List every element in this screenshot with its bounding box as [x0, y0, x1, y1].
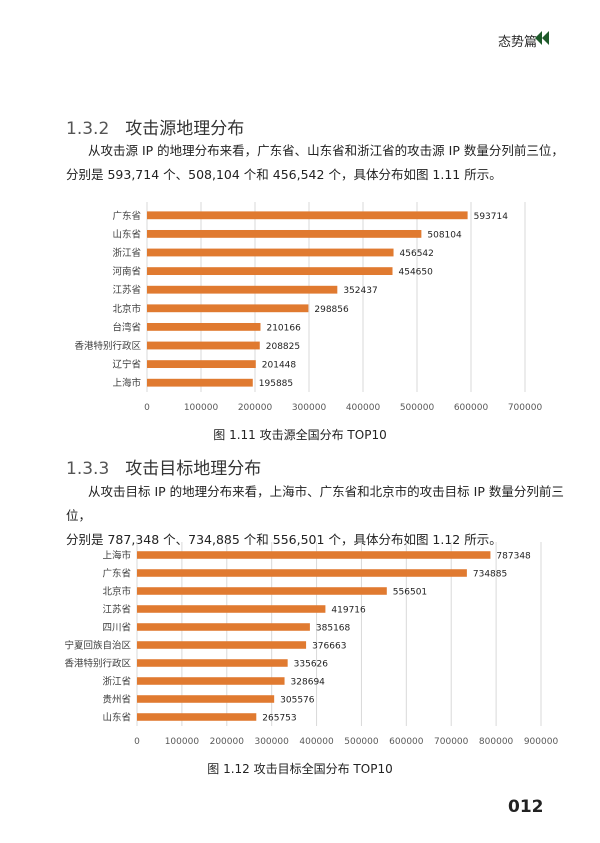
- data-label: 352437: [343, 286, 377, 296]
- x-tick-label: 200000: [210, 737, 245, 747]
- data-label: 508104: [427, 230, 462, 240]
- section-paragraph: 从攻击目标 IP 的地理分布来看，上海市、广东省和北京市的攻击目标 IP 数量分…: [66, 480, 566, 552]
- x-tick-label: 400000: [299, 737, 334, 747]
- x-tick-label: 800000: [479, 737, 514, 747]
- bar: [137, 695, 275, 703]
- x-tick-label: 700000: [434, 737, 469, 747]
- bar: [137, 641, 307, 649]
- bar-chart: 0 100000 200000 300000 400000 500000 600000 700…: [74, 202, 543, 413]
- data-label: 376663: [312, 642, 346, 652]
- section-heading-1: 1.3.2 攻击源地理分布: [66, 114, 244, 139]
- data-label: 208825: [266, 342, 300, 352]
- paragraph-line: 从攻击源 IP 的地理分布来看，广东省、山东省和浙江省的攻击源 IP 数量分列前…: [88, 143, 564, 158]
- bar: [147, 360, 256, 369]
- x-tick-label: 500000: [344, 737, 379, 747]
- bar: [137, 605, 326, 613]
- section-number: 1.3.2: [66, 119, 110, 139]
- double-chevron-left-icon: [534, 30, 550, 50]
- bar: [137, 659, 288, 667]
- category-label: 宁夏回族自治区: [64, 640, 131, 652]
- data-label: 265753: [262, 714, 296, 724]
- category-label: 河南省: [112, 266, 141, 278]
- category-label: 上海市: [112, 377, 141, 389]
- section-paragraph: 从攻击源 IP 的地理分布来看，广东省、山东省和浙江省的攻击源 IP 数量分列前…: [66, 139, 566, 187]
- x-tick-label: 100000: [184, 403, 219, 413]
- figure-caption: 图 1.12 攻击目标全国分布 TOP10: [207, 762, 393, 776]
- x-tick-label: 100000: [165, 737, 200, 747]
- bar: [147, 378, 253, 387]
- bar: [147, 322, 261, 331]
- category-label: 广东省: [112, 210, 141, 222]
- category-label: 北京市: [102, 586, 131, 598]
- bar: [147, 229, 422, 238]
- data-label: 201448: [262, 361, 297, 371]
- data-label: 305576: [280, 696, 315, 706]
- bar: [137, 713, 257, 721]
- data-label: 385168: [316, 624, 351, 634]
- category-label: 广东省: [102, 568, 131, 580]
- header-title: 态势篇: [498, 35, 538, 50]
- bar-chart: 0 100000 200000 300000 400000 500000 600000 700…: [64, 542, 559, 747]
- bar: [137, 587, 387, 595]
- paragraph-line: 分别是 593,714 个、508,104 个和 456,542 个，具体分布如…: [66, 167, 502, 182]
- data-label: 328694: [291, 678, 326, 688]
- page-number: 012: [508, 797, 544, 817]
- paragraph-line: 从攻击目标 IP 的地理分布来看，上海市、广东省和北京市的攻击目标 IP 数量分…: [66, 484, 564, 523]
- x-tick-label: 0: [134, 737, 140, 747]
- paragraph-line: 分别是 787,348 个、734,885 个和 556,501 个，具体分布如…: [66, 532, 502, 547]
- category-label: 山东省: [112, 228, 141, 240]
- data-label: 210166: [266, 323, 301, 333]
- category-label: 山东省: [102, 712, 131, 724]
- data-label: 556501: [393, 588, 427, 598]
- data-label: 593714: [474, 212, 509, 222]
- category-label: 辽宁省: [112, 359, 141, 371]
- data-label: 787348: [496, 552, 531, 562]
- section-title: 攻击源地理分布: [125, 119, 245, 139]
- figure-caption: 图 1.11 攻击源全国分布 TOP10: [213, 428, 387, 442]
- category-label: 北京市: [112, 303, 141, 315]
- bar: [137, 623, 310, 631]
- category-label: 上海市: [102, 550, 131, 562]
- category-label: 江苏省: [102, 604, 131, 616]
- data-label: 734885: [473, 570, 507, 580]
- section-title: 攻击目标地理分布: [125, 459, 262, 479]
- x-tick-label: 900000: [524, 737, 559, 747]
- data-label: 454650: [399, 268, 434, 278]
- x-tick-label: 600000: [389, 737, 424, 747]
- x-tick-label: 500000: [400, 403, 435, 413]
- x-tick-label: 200000: [238, 403, 273, 413]
- section-heading-2: 1.3.3 攻击目标地理分布: [66, 454, 261, 479]
- category-label: 江苏省: [112, 284, 141, 296]
- x-tick-label: 0: [144, 403, 150, 413]
- x-tick-label: 700000: [508, 403, 543, 413]
- category-label: 浙江省: [102, 676, 131, 688]
- bar: [137, 551, 491, 559]
- bar: [147, 267, 393, 276]
- category-label: 香港特别行政区: [64, 658, 131, 670]
- category-label: 浙江省: [112, 247, 141, 259]
- category-label: 贵州省: [102, 694, 131, 706]
- x-tick-label: 400000: [346, 403, 381, 413]
- bar: [147, 304, 309, 313]
- section-number: 1.3.3: [66, 459, 110, 479]
- data-label: 298856: [314, 305, 349, 315]
- bar: [147, 341, 260, 350]
- data-label: 456542: [400, 249, 434, 259]
- category-label: 香港特别行政区: [74, 340, 141, 352]
- bar: [137, 677, 285, 685]
- bar: [137, 569, 467, 577]
- x-tick-label: 300000: [254, 737, 289, 747]
- bar: [147, 211, 468, 220]
- data-label: 419716: [331, 606, 366, 616]
- category-label: 四川省: [102, 622, 131, 634]
- data-label: 195885: [259, 379, 293, 389]
- x-tick-label: 600000: [454, 403, 489, 413]
- data-label: 335626: [294, 660, 329, 670]
- bar: [147, 248, 394, 257]
- x-tick-label: 300000: [292, 403, 327, 413]
- bar: [147, 285, 338, 294]
- category-label: 台湾省: [112, 321, 141, 333]
